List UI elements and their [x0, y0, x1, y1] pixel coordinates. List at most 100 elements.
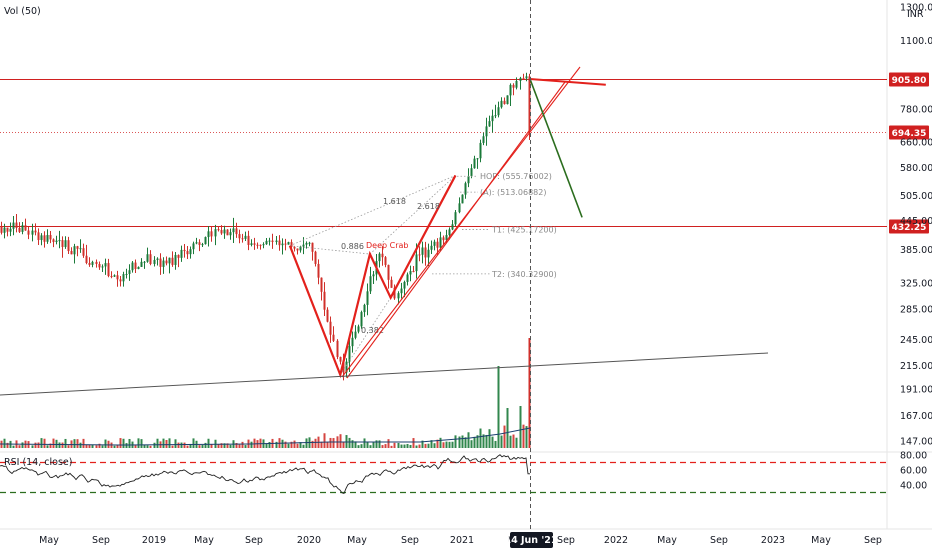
- deep-crab-pattern-legs: [288, 174, 457, 379]
- candle-body: [366, 291, 369, 305]
- candle-body: [37, 232, 40, 241]
- candle-body: [485, 126, 488, 137]
- volume-bar: [427, 443, 430, 448]
- pattern-ratio-ratio_2618: 2.618: [417, 202, 440, 211]
- volume-bar: [244, 445, 247, 448]
- volume-bar: [223, 443, 226, 448]
- candle-body: [0, 226, 3, 233]
- price-tick-label: 445.00: [900, 216, 932, 227]
- candle-body: [162, 260, 165, 267]
- candle-body: [439, 237, 442, 248]
- candle-body: [403, 281, 406, 289]
- volume-bar: [488, 429, 491, 448]
- price-tick-label: 191.00: [900, 384, 932, 395]
- candle-body: [110, 276, 113, 278]
- volume-bars: [0, 338, 531, 448]
- candle-body: [223, 229, 226, 234]
- volume-bar: [217, 444, 220, 448]
- target-label-t1: T1: (425.17200): [491, 226, 557, 235]
- volume-bar: [250, 441, 253, 448]
- volume-bar: [470, 440, 473, 448]
- candle-body: [40, 235, 43, 241]
- volume-bar: [207, 438, 210, 448]
- volume-bar: [37, 442, 40, 448]
- candle-body: [18, 227, 21, 232]
- volume-bar: [43, 438, 46, 448]
- candle-body: [195, 242, 198, 244]
- volume-bar: [98, 443, 101, 448]
- volume-bar: [332, 438, 335, 448]
- volume-bar: [351, 440, 354, 448]
- candle-body: [91, 261, 94, 265]
- volume-bar: [189, 443, 192, 448]
- volume-bar: [55, 439, 58, 448]
- volume-bar: [40, 438, 43, 448]
- level-badge-label: 694.35: [892, 129, 927, 139]
- candle-body: [393, 287, 396, 299]
- candle-body: [34, 230, 37, 233]
- price-tick-label: 385.00: [900, 245, 932, 256]
- volume-bar: [88, 444, 91, 448]
- volume-bar: [302, 444, 305, 448]
- candle-body: [488, 121, 491, 127]
- time-tick-label: Sep: [557, 535, 575, 546]
- volume-bar: [348, 437, 351, 448]
- candle-body: [479, 142, 482, 159]
- level-badge-label: 432.25: [892, 223, 927, 233]
- candle-body: [9, 228, 12, 232]
- pattern-ratio-ratio_0886: 0.886: [341, 242, 364, 251]
- price-tick-label: 285.00: [900, 305, 932, 316]
- currency-label: INR: [907, 9, 924, 20]
- volume-bar: [149, 445, 152, 448]
- time-tick-label: Sep: [710, 535, 728, 546]
- price-tick-label: 245.00: [900, 335, 932, 346]
- pattern-name-label: Deep Crab: [366, 241, 408, 250]
- volume-bar: [220, 443, 223, 448]
- projection-red-line: [529, 78, 606, 86]
- volume-bar: [512, 434, 515, 448]
- candle-body: [354, 331, 357, 338]
- candle-body: [314, 251, 317, 264]
- time-tick-label: Sep: [401, 535, 419, 546]
- candle-body: [198, 242, 201, 245]
- volume-bar: [104, 439, 107, 448]
- volume-bar: [476, 435, 479, 448]
- volume-bar: [296, 443, 299, 448]
- volume-bar: [186, 445, 189, 448]
- target-label-t2: T2: (340.32900): [491, 270, 557, 279]
- volume-bar: [293, 440, 296, 448]
- candle-body: [406, 274, 409, 282]
- price-axis: 905.80 694.35 432.25 1300.00 1100.00 780.00 66…: [889, 3, 932, 448]
- time-tick-label: Sep: [92, 535, 110, 546]
- candle-body: [113, 275, 116, 277]
- volume-bar: [113, 445, 116, 448]
- projection-green-line: [529, 78, 583, 218]
- candle-body: [436, 241, 439, 248]
- candle-body: [46, 235, 49, 242]
- candle-body: [412, 271, 415, 273]
- candle-body: [165, 260, 168, 264]
- volume-bar: [372, 441, 375, 448]
- volume-bar: [528, 338, 531, 448]
- volume-bar: [494, 440, 497, 448]
- time-tick-label: May: [39, 535, 59, 546]
- horizontal-levels: [0, 79, 887, 227]
- price-candles: [0, 72, 531, 381]
- volume-bar: [421, 440, 424, 448]
- candle-body: [476, 158, 479, 160]
- candle-body: [302, 244, 305, 247]
- candle-body: [515, 80, 518, 88]
- volume-bar: [366, 442, 369, 448]
- volume-bar: [12, 445, 15, 448]
- volume-pane-label: Vol (50): [4, 6, 41, 17]
- volume-bar: [183, 442, 186, 448]
- price-tick-label: 1100.00: [900, 36, 932, 47]
- candle-body: [512, 84, 515, 88]
- volume-bar: [3, 438, 6, 448]
- volume-bar: [497, 366, 500, 448]
- candle-body: [384, 257, 387, 265]
- candle-body: [49, 235, 52, 240]
- candle-body: [503, 100, 506, 105]
- volume-bar: [122, 438, 125, 448]
